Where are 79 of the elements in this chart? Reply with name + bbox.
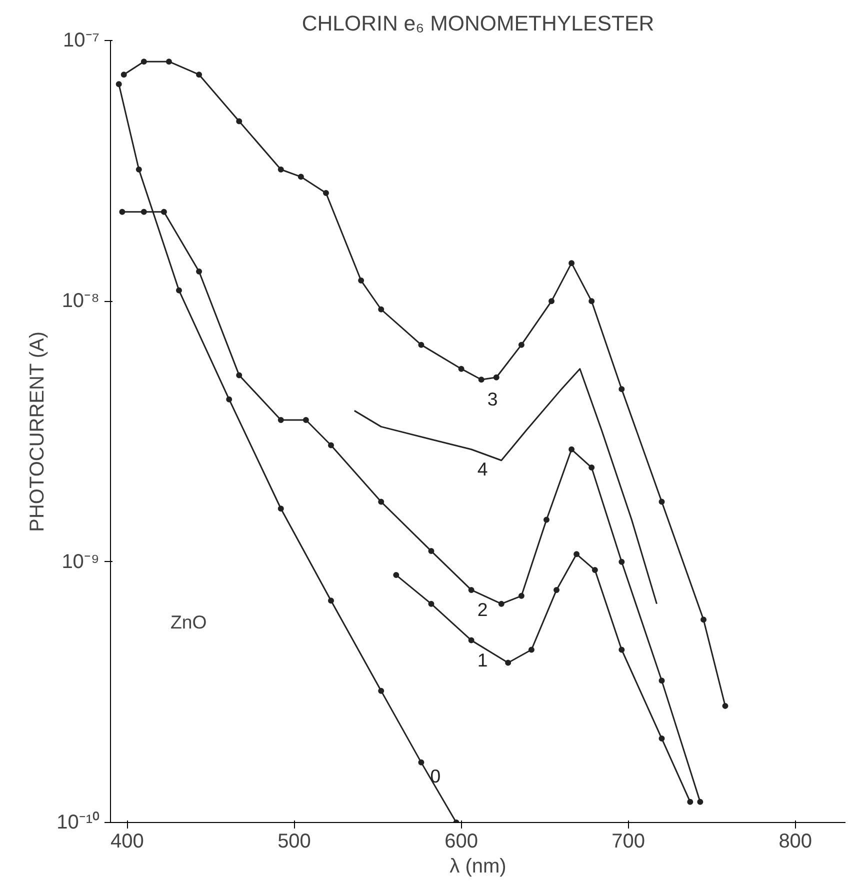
point <box>658 736 665 742</box>
point <box>378 306 384 312</box>
line-series <box>354 368 658 605</box>
point <box>493 374 500 380</box>
point <box>358 278 364 284</box>
point <box>468 586 474 593</box>
series-label: 2 <box>477 598 488 620</box>
point <box>418 342 424 348</box>
x-tick-label: 700 <box>612 830 646 852</box>
point <box>658 498 665 505</box>
point <box>592 567 598 574</box>
point <box>528 646 534 653</box>
point <box>322 190 329 196</box>
point <box>119 208 126 215</box>
point <box>236 118 242 124</box>
point <box>393 572 400 578</box>
point <box>226 396 232 402</box>
point <box>196 72 202 78</box>
point <box>574 551 580 558</box>
point <box>700 616 707 623</box>
point <box>278 417 284 424</box>
point <box>278 166 284 172</box>
chart-title: CHLORIN e₆ MONOMETHYLESTER <box>302 12 654 36</box>
x-tick-label: 500 <box>278 830 311 852</box>
y-tick-label: 10⁻⁸ <box>62 290 100 312</box>
series-label: 0 <box>430 766 441 786</box>
point <box>278 506 284 512</box>
point <box>618 386 625 392</box>
point <box>428 600 434 607</box>
point <box>116 81 122 88</box>
point <box>468 637 474 644</box>
point <box>136 166 142 172</box>
y-tick-label: 10⁻⁷ <box>63 30 100 52</box>
point <box>722 702 728 709</box>
point <box>478 376 484 383</box>
point <box>160 208 167 215</box>
point <box>548 298 554 304</box>
point <box>568 260 575 266</box>
point <box>140 58 147 65</box>
point <box>120 72 127 78</box>
point <box>176 287 182 294</box>
point <box>697 798 704 805</box>
point <box>302 417 309 424</box>
point <box>543 516 550 523</box>
x-tick-label: 600 <box>444 830 478 852</box>
point <box>378 688 384 694</box>
point <box>588 298 595 304</box>
annotation: ZnO <box>170 612 207 632</box>
point <box>428 548 434 554</box>
point <box>568 446 575 452</box>
point <box>554 586 560 593</box>
series-label: 4 <box>477 458 488 480</box>
point <box>588 464 595 471</box>
series-label: 1 <box>477 649 488 670</box>
point <box>518 592 524 599</box>
point <box>618 558 625 565</box>
point <box>298 174 304 180</box>
point <box>658 678 665 684</box>
point <box>518 342 524 348</box>
y-axis-title: PHOTOCURRENT (A) <box>26 331 49 532</box>
series-label: 3 <box>487 388 498 410</box>
y-tick-label: 10⁻⁹ <box>62 550 100 573</box>
x-axis-title: λ (nm) <box>450 856 506 878</box>
point <box>618 646 625 653</box>
point <box>505 660 512 666</box>
point <box>458 366 464 372</box>
point <box>418 759 424 766</box>
x-tick-label: 800 <box>778 830 812 852</box>
point <box>328 598 334 604</box>
point <box>498 600 504 607</box>
point <box>196 268 202 274</box>
point <box>166 58 172 65</box>
x-tick-label: 400 <box>110 830 144 852</box>
point <box>378 498 384 505</box>
point <box>687 798 694 805</box>
y-tick-label: 10⁻¹⁰ <box>56 810 100 834</box>
point <box>328 442 334 448</box>
point <box>236 372 242 378</box>
point <box>140 208 147 215</box>
